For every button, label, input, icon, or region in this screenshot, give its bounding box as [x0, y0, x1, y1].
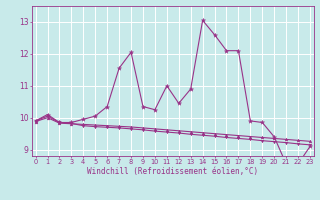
X-axis label: Windchill (Refroidissement éolien,°C): Windchill (Refroidissement éolien,°C) [87, 167, 258, 176]
